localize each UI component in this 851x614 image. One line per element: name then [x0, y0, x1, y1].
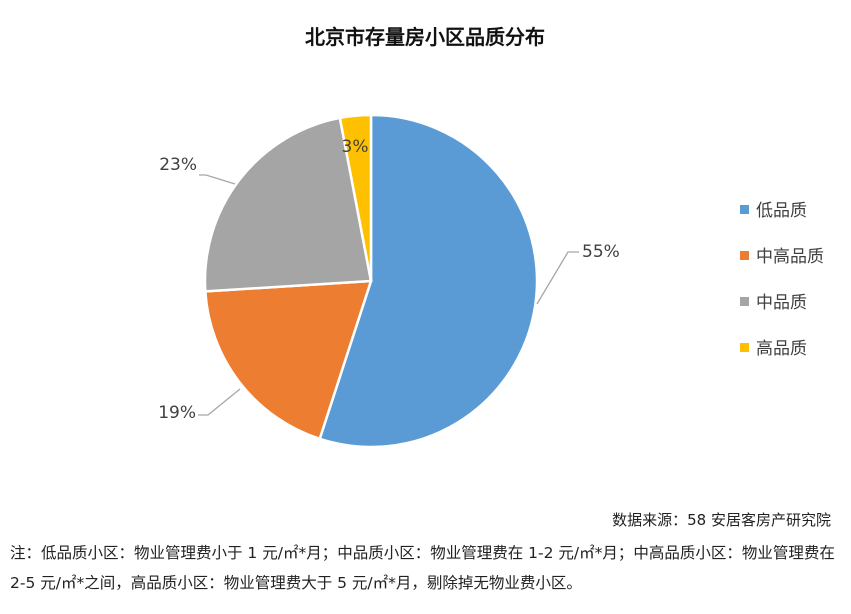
legend-label-3: 中品质	[756, 293, 807, 313]
legend-swatch-4	[740, 343, 749, 352]
pie-slice-4	[338, 113, 373, 282]
pie-slice-1	[318, 113, 539, 449]
data-label-1: 55%	[582, 242, 620, 262]
legend-label-1: 低品质	[756, 201, 807, 221]
legend-swatch-1	[740, 205, 749, 214]
leader-line-2	[198, 388, 241, 416]
pie-slice-3	[203, 116, 373, 293]
data-label-4: 3%	[342, 137, 369, 157]
leader-line-1	[536, 251, 579, 305]
legend-label-2: 中高品质	[756, 247, 824, 267]
data-label-3: 23%	[159, 155, 197, 175]
legend-swatch-3	[740, 297, 749, 306]
chart-title: 北京市存量房小区品质分布	[305, 25, 545, 49]
footnote: 注：低品质小区：物业管理费小于 1 元/㎡*月；中品质小区：物业管理费在 1-2…	[10, 544, 835, 592]
pie-slice-2	[204, 279, 373, 441]
legend-label-4: 高品质	[756, 339, 807, 359]
data-source: 数据来源：58 安居客房产研究院	[612, 511, 831, 529]
data-label-2: 19%	[158, 403, 196, 423]
legend-swatch-2	[740, 251, 749, 260]
leader-line-3	[199, 174, 236, 185]
